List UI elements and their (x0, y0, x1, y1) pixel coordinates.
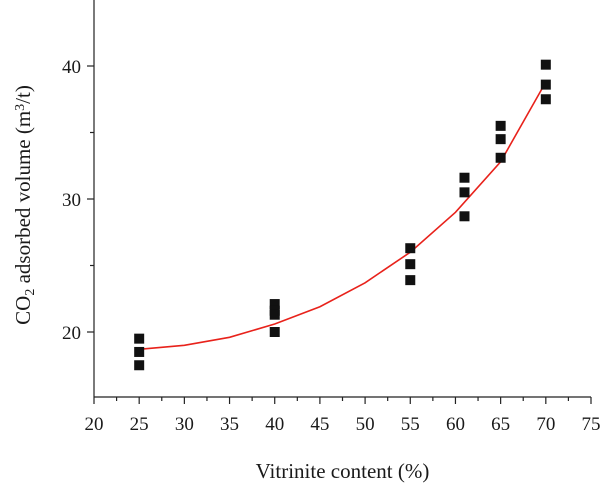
axes (93, 0, 591, 398)
data-point (134, 333, 145, 344)
data-point (459, 211, 470, 222)
x-tick-label: 60 (446, 414, 465, 435)
data-point (134, 360, 145, 371)
x-tick-label: 55 (401, 414, 420, 435)
x-tick-label: 50 (356, 414, 375, 435)
y-title-text: CO (11, 296, 35, 325)
y-axis-title: CO2 adsorbed volume (m3/t) (11, 85, 38, 325)
data-point (540, 79, 551, 90)
tick-layer: 20 25 30 35 40 45 50 55 60 65 70 75 20 30 40 (62, 57, 600, 435)
x-tick-label: 20 (85, 414, 104, 435)
y-tick-label: 20 (62, 323, 81, 344)
x-tick-label: 35 (220, 414, 239, 435)
x-tick-label: 30 (175, 414, 194, 435)
data-point (540, 59, 551, 70)
y-title-text: adsorbed volume (m (11, 111, 35, 289)
y-title-text: /t) (11, 85, 35, 104)
data-point (459, 187, 470, 198)
x-tick-label: 75 (582, 414, 600, 435)
x-tick-label: 40 (265, 414, 284, 435)
data-point (269, 327, 280, 337)
y-title-superscript: 3 (13, 104, 28, 111)
data-point (540, 94, 551, 105)
fit-curve (139, 81, 547, 351)
x-tick-label: 25 (130, 414, 149, 435)
data-point (269, 299, 280, 310)
data-point (405, 243, 416, 254)
data-point (495, 120, 506, 131)
data-point (495, 152, 506, 163)
x-tick-label: 70 (536, 414, 555, 435)
data-point (459, 172, 470, 183)
y-tick-label: 30 (62, 190, 81, 211)
x-tick-label: 65 (491, 414, 510, 435)
data-point (495, 134, 506, 145)
y-tick-label: 40 (62, 57, 81, 78)
data-point (405, 275, 416, 286)
data-point (134, 346, 145, 357)
x-axis-title: Vitrinite content (%) (256, 459, 430, 483)
data-point (405, 259, 416, 270)
data-point (269, 309, 280, 320)
fit-layer (139, 81, 547, 351)
marker-layer (134, 59, 551, 371)
x-tick-label: 45 (310, 414, 329, 435)
y-title-subscript: 2 (23, 289, 38, 296)
